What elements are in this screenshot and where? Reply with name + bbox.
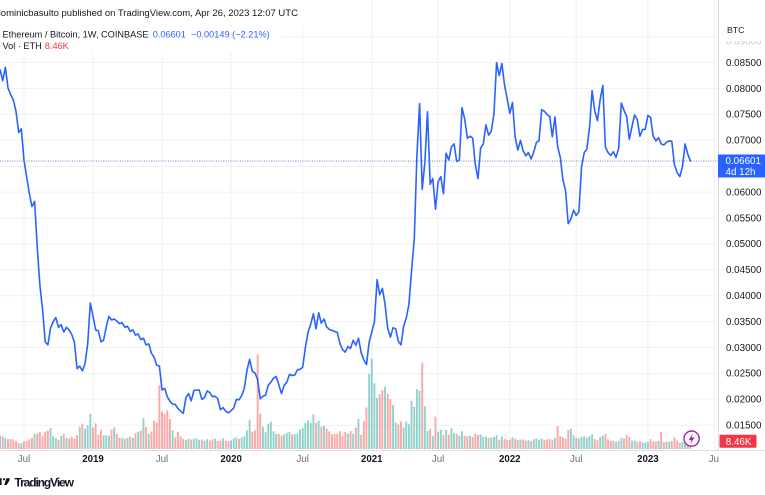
svg-text:0.05500: 0.05500 [726,213,762,224]
svg-text:Jul: Jul [570,454,582,465]
svg-text:0.07000: 0.07000 [726,136,762,147]
svg-text:0.03500: 0.03500 [726,317,762,328]
svg-text:2022: 2022 [499,454,521,465]
svg-text:0.07500: 0.07500 [726,110,762,121]
svg-text:Jul: Jul [18,454,30,465]
svg-text:2019: 2019 [82,454,104,465]
svg-text:0.06601: 0.06601 [726,156,761,167]
svg-text:8.46K: 8.46K [726,437,752,448]
svg-text:0.05000: 0.05000 [726,239,762,250]
svg-text:0.04500: 0.04500 [726,265,762,276]
svg-text:2023: 2023 [637,454,659,465]
svg-text:0.06601 −0.00149 (−2.21%): 0.06601 −0.00149 (−2.21%) [153,29,270,39]
svg-text:0.04000: 0.04000 [726,291,762,302]
svg-text:Jul: Jul [297,454,309,465]
svg-text:0.09000: 0.09000 [726,37,762,48]
svg-text:TradingView: TradingView [15,476,75,490]
svg-text:0.03000: 0.03000 [726,343,762,354]
svg-text:Ju: Ju [709,454,719,465]
svg-text:2021: 2021 [361,454,383,465]
svg-text:Jul: Jul [156,454,168,465]
svg-text:dominicbasulto published on Tr: dominicbasulto published on TradingView.… [0,8,298,19]
svg-text:Jul: Jul [432,454,444,465]
svg-text:8.46K: 8.46K [45,41,70,51]
svg-text:0.02000: 0.02000 [726,395,762,406]
svg-text:2020: 2020 [220,454,242,465]
svg-text:Ethereum / Bitcoin, 1W, COINBA: Ethereum / Bitcoin, 1W, COINBASE [3,29,149,39]
svg-text:Vol · ETH: Vol · ETH [3,41,42,51]
svg-text:BTC: BTC [727,25,744,35]
svg-text:0.06000: 0.06000 [726,187,762,198]
svg-text:0.01500: 0.01500 [726,421,762,432]
svg-text:0.02500: 0.02500 [726,369,762,380]
svg-text:0.08500: 0.08500 [726,58,762,69]
svg-text:4d 12h: 4d 12h [726,167,756,178]
svg-text:0.08000: 0.08000 [726,84,762,95]
